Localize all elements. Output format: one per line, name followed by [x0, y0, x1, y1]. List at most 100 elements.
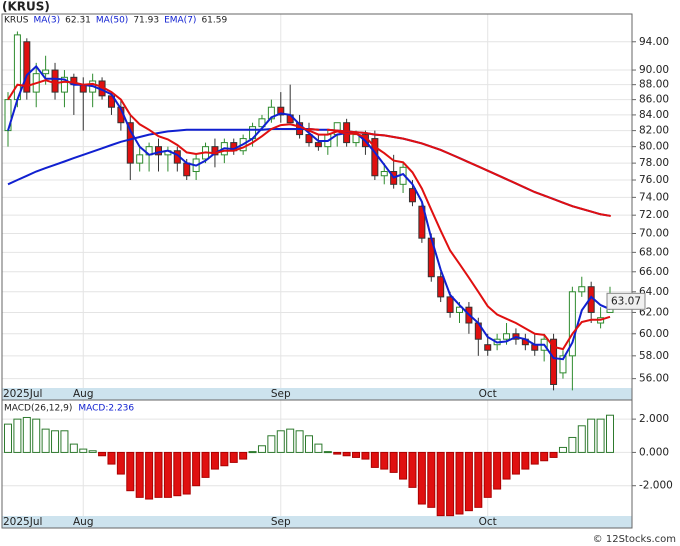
y-tick-label: 94.00 — [639, 36, 669, 48]
macd-bar — [323, 451, 332, 454]
legend-entry: 71.93 — [133, 16, 159, 26]
ma-falling-segment — [420, 142, 433, 148]
y-tick-label: 2.000 — [639, 413, 669, 425]
candle-body — [380, 171, 388, 177]
macd-bar — [13, 418, 22, 453]
x-tick-label: 2025Jul — [3, 516, 42, 528]
ma-falling-segment — [571, 205, 583, 210]
macd-bar — [483, 451, 492, 498]
date-strip — [2, 388, 632, 400]
grid — [2, 14, 632, 516]
y-tick-label: 60.00 — [639, 328, 669, 340]
macd-bar — [135, 451, 144, 498]
macd-bar — [88, 450, 97, 453]
macd-bar — [41, 428, 50, 453]
candle-body — [23, 41, 31, 93]
ma-falling-segment — [599, 213, 611, 217]
candle-body — [314, 142, 322, 148]
macd-bar — [173, 451, 182, 497]
macd-bar — [32, 418, 41, 453]
legend-entry: MA(3) — [33, 16, 60, 26]
macd-bar — [314, 443, 323, 453]
macd-bar — [79, 448, 88, 453]
x-tick-label: Sep — [271, 388, 291, 400]
macd-bar — [389, 451, 398, 473]
candle-body — [559, 355, 567, 374]
macd-label: MACD(26,12,9) — [4, 404, 72, 414]
macd-bar — [22, 416, 31, 453]
macd-bar — [286, 428, 295, 453]
ma-falling-segment — [505, 178, 517, 185]
candle-body — [437, 276, 445, 298]
y-tick-label: -2.000 — [639, 480, 673, 492]
candle-body — [446, 296, 454, 313]
ma-falling-segment — [580, 207, 593, 213]
ma-falling-segment — [458, 157, 470, 164]
macd-bar — [305, 435, 313, 453]
ma-falling-segment — [364, 131, 376, 136]
macd-bar — [568, 436, 577, 453]
macd-bar — [446, 451, 455, 517]
y-tick-label: 72.00 — [639, 209, 669, 221]
ma-falling-segment — [355, 131, 367, 134]
y-tick-label: 76.00 — [639, 174, 669, 186]
candle-body — [13, 34, 21, 101]
ma-falling-segment — [402, 137, 414, 142]
ma-falling-segment — [411, 139, 423, 145]
macd-bar — [239, 451, 248, 460]
macd-bar — [361, 451, 370, 460]
macd-bar — [474, 451, 483, 508]
macd-bar — [333, 451, 342, 455]
chart-title: (KRUS) — [2, 0, 50, 14]
macd-bar — [276, 430, 285, 453]
macd-bar — [370, 451, 379, 468]
ma-falling-segment — [524, 186, 536, 194]
macd-bar — [4, 423, 12, 453]
macd-bar — [558, 446, 567, 453]
macd-bar — [427, 451, 436, 508]
candle-body — [550, 338, 558, 385]
ma-falling-segment — [439, 148, 452, 156]
x-tick-label: Oct — [479, 388, 497, 400]
candle-body — [155, 146, 162, 156]
macd-bar — [417, 451, 426, 505]
ma-falling-segment — [514, 182, 527, 189]
ma-falling-segment — [373, 133, 386, 137]
y-tick-label: 58.00 — [639, 350, 669, 362]
macd-bar — [587, 418, 596, 453]
macd-bar — [107, 451, 116, 465]
macd-bar — [408, 451, 417, 488]
macd-bar — [464, 451, 473, 512]
ma-falling-segment — [552, 198, 564, 204]
marks — [4, 31, 614, 517]
candle-body — [305, 134, 313, 144]
candle-body — [568, 291, 576, 357]
macd-bar — [521, 451, 530, 470]
x-tick-label: Oct — [479, 516, 497, 528]
candle-body — [258, 118, 266, 128]
macd-bar — [295, 430, 304, 453]
macd-bar — [248, 451, 257, 454]
ma-falling-segment — [543, 194, 555, 201]
x-tick-label: Aug — [73, 388, 94, 400]
macd-bar — [69, 443, 78, 453]
ma-falling-segment — [383, 134, 395, 138]
macd-bar — [540, 451, 549, 462]
ma-line — [7, 64, 611, 361]
macd-bar — [51, 430, 60, 453]
macd-bar — [192, 451, 201, 487]
y-tick-label: 70.00 — [639, 228, 669, 240]
macd-bar — [399, 451, 408, 480]
ma-falling-segment — [533, 191, 546, 197]
macd-bar — [606, 414, 614, 453]
macd-bar — [182, 451, 191, 495]
last-price-box — [606, 292, 646, 310]
x-tick-label: 2025Jul — [3, 388, 42, 400]
macd-bar — [163, 451, 172, 498]
ma-falling-segment — [496, 173, 508, 181]
y-tick-label: 68.00 — [639, 246, 669, 258]
ma-falling-segment — [486, 169, 499, 176]
macd-panel-border — [1, 399, 633, 529]
ma-falling-segment — [477, 165, 489, 172]
